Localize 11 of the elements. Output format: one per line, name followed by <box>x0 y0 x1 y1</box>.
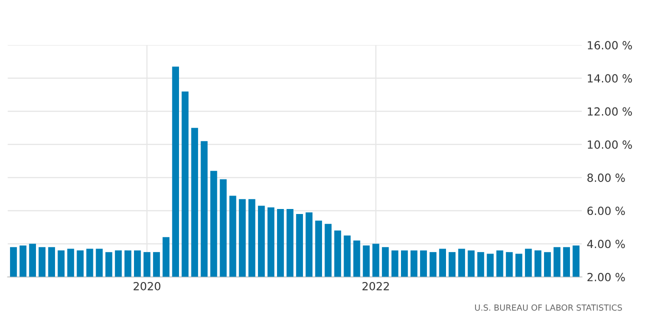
y-tick-label: 16.00 % <box>588 41 632 50</box>
y-tick-label: 12.00 % <box>588 107 632 116</box>
x-tick-label: 2022 <box>362 282 389 290</box>
y-tick-label: 2.00 % <box>587 272 625 282</box>
y-tick-label: 4.00 % <box>587 240 625 248</box>
y-tick-label: 6.00 % <box>587 206 625 216</box>
y-tick-label: 10.00 % <box>588 140 632 149</box>
y-tick-label: 14.00 % <box>588 74 632 83</box>
text: U.S. BUREAU OF LABOR STATISTICS <box>475 304 622 311</box>
x-tick-label: 2020 <box>134 282 160 290</box>
y-tick-label: 8.00 % <box>587 174 625 182</box>
